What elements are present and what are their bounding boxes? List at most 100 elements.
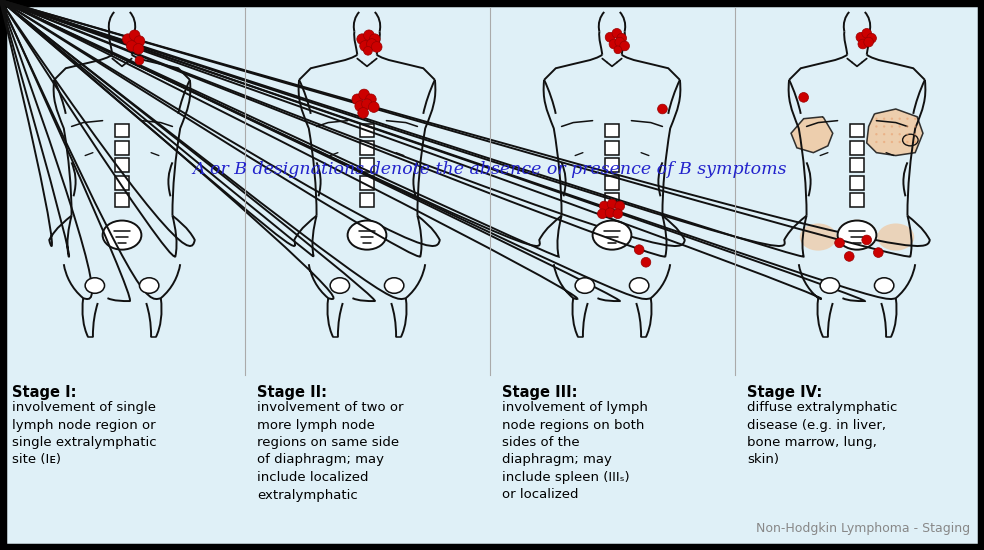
Circle shape	[609, 39, 619, 49]
Bar	[850, 158, 864, 172]
Circle shape	[371, 42, 382, 52]
Circle shape	[898, 125, 900, 128]
Circle shape	[642, 257, 650, 267]
Bar	[605, 124, 619, 137]
Circle shape	[858, 39, 868, 49]
Text: A or B designations denote the absence or presence of B symptoms: A or B designations denote the absence o…	[193, 162, 787, 179]
Bar	[850, 124, 864, 137]
Ellipse shape	[385, 278, 403, 293]
Circle shape	[862, 235, 872, 245]
Ellipse shape	[575, 278, 594, 293]
Circle shape	[359, 89, 369, 100]
Ellipse shape	[875, 278, 893, 293]
Circle shape	[875, 141, 878, 143]
Circle shape	[834, 238, 844, 248]
Circle shape	[657, 104, 667, 114]
Text: Non-Hodgkin Lymphoma - Staging: Non-Hodgkin Lymphoma - Staging	[756, 522, 970, 535]
Circle shape	[891, 125, 893, 128]
Bar	[360, 124, 374, 137]
Circle shape	[607, 199, 617, 209]
Circle shape	[898, 118, 900, 120]
Circle shape	[134, 36, 145, 46]
Circle shape	[898, 141, 900, 143]
Circle shape	[364, 30, 374, 41]
Ellipse shape	[86, 278, 104, 293]
Circle shape	[906, 133, 908, 135]
Ellipse shape	[592, 221, 632, 250]
Bar	[605, 176, 619, 190]
Text: Stage IV:: Stage IV:	[747, 385, 823, 400]
Text: involvement of single
lymph node region or
single extralymphatic
site (Iᴇ): involvement of single lymph node region …	[12, 401, 156, 466]
FancyBboxPatch shape	[5, 5, 979, 545]
Bar	[850, 176, 864, 190]
Bar	[605, 158, 619, 172]
Ellipse shape	[837, 221, 877, 250]
Ellipse shape	[102, 221, 142, 250]
Bar	[360, 141, 374, 155]
Circle shape	[883, 125, 886, 128]
Text: involvement of two or
more lymph node
regions on same side
of diaphragm; may
inc: involvement of two or more lymph node re…	[257, 401, 403, 502]
Bar	[360, 158, 374, 172]
Circle shape	[883, 141, 886, 143]
Circle shape	[126, 41, 137, 51]
Bar	[850, 141, 864, 155]
Ellipse shape	[140, 278, 158, 293]
Bar	[850, 194, 864, 207]
Circle shape	[617, 34, 627, 43]
Circle shape	[799, 92, 809, 102]
Circle shape	[875, 118, 878, 120]
Circle shape	[368, 102, 379, 112]
Circle shape	[875, 133, 878, 135]
Bar	[605, 141, 619, 155]
PathPatch shape	[791, 117, 832, 153]
Ellipse shape	[902, 134, 918, 146]
Circle shape	[875, 125, 878, 128]
Circle shape	[906, 125, 908, 128]
Circle shape	[357, 34, 367, 45]
Ellipse shape	[836, 219, 878, 251]
Circle shape	[914, 125, 916, 128]
Text: Stage I:: Stage I:	[12, 385, 77, 400]
Circle shape	[906, 141, 908, 143]
Ellipse shape	[800, 223, 836, 251]
Circle shape	[898, 133, 900, 135]
Circle shape	[369, 34, 380, 45]
Circle shape	[906, 118, 908, 120]
Circle shape	[635, 245, 644, 255]
Circle shape	[856, 32, 866, 42]
Circle shape	[612, 29, 622, 38]
Bar	[115, 124, 129, 137]
Circle shape	[867, 34, 877, 43]
Text: diffuse extralymphatic
disease (e.g. in liver,
bone marrow, lung,
skin): diffuse extralymphatic disease (e.g. in …	[747, 401, 897, 466]
Circle shape	[358, 108, 368, 118]
Circle shape	[129, 30, 140, 41]
Circle shape	[366, 39, 377, 50]
Ellipse shape	[347, 221, 387, 250]
Text: Stage III:: Stage III:	[502, 385, 578, 400]
Circle shape	[362, 99, 372, 109]
Circle shape	[615, 37, 625, 47]
Circle shape	[914, 118, 916, 120]
Circle shape	[615, 201, 625, 211]
Circle shape	[620, 41, 630, 51]
Ellipse shape	[331, 278, 349, 293]
Bar	[115, 158, 129, 172]
Circle shape	[614, 46, 622, 54]
Circle shape	[364, 46, 372, 55]
Circle shape	[891, 118, 893, 120]
Circle shape	[914, 133, 916, 135]
Bar	[115, 194, 129, 207]
Circle shape	[352, 94, 363, 104]
Circle shape	[133, 43, 144, 54]
Circle shape	[883, 118, 886, 120]
Circle shape	[862, 29, 872, 38]
Ellipse shape	[820, 278, 839, 293]
Circle shape	[135, 56, 144, 65]
Circle shape	[874, 248, 884, 257]
Circle shape	[360, 41, 370, 51]
Bar	[360, 176, 374, 190]
Bar	[605, 194, 619, 207]
Text: Stage II:: Stage II:	[257, 385, 327, 400]
Circle shape	[891, 141, 893, 143]
Circle shape	[914, 141, 916, 143]
